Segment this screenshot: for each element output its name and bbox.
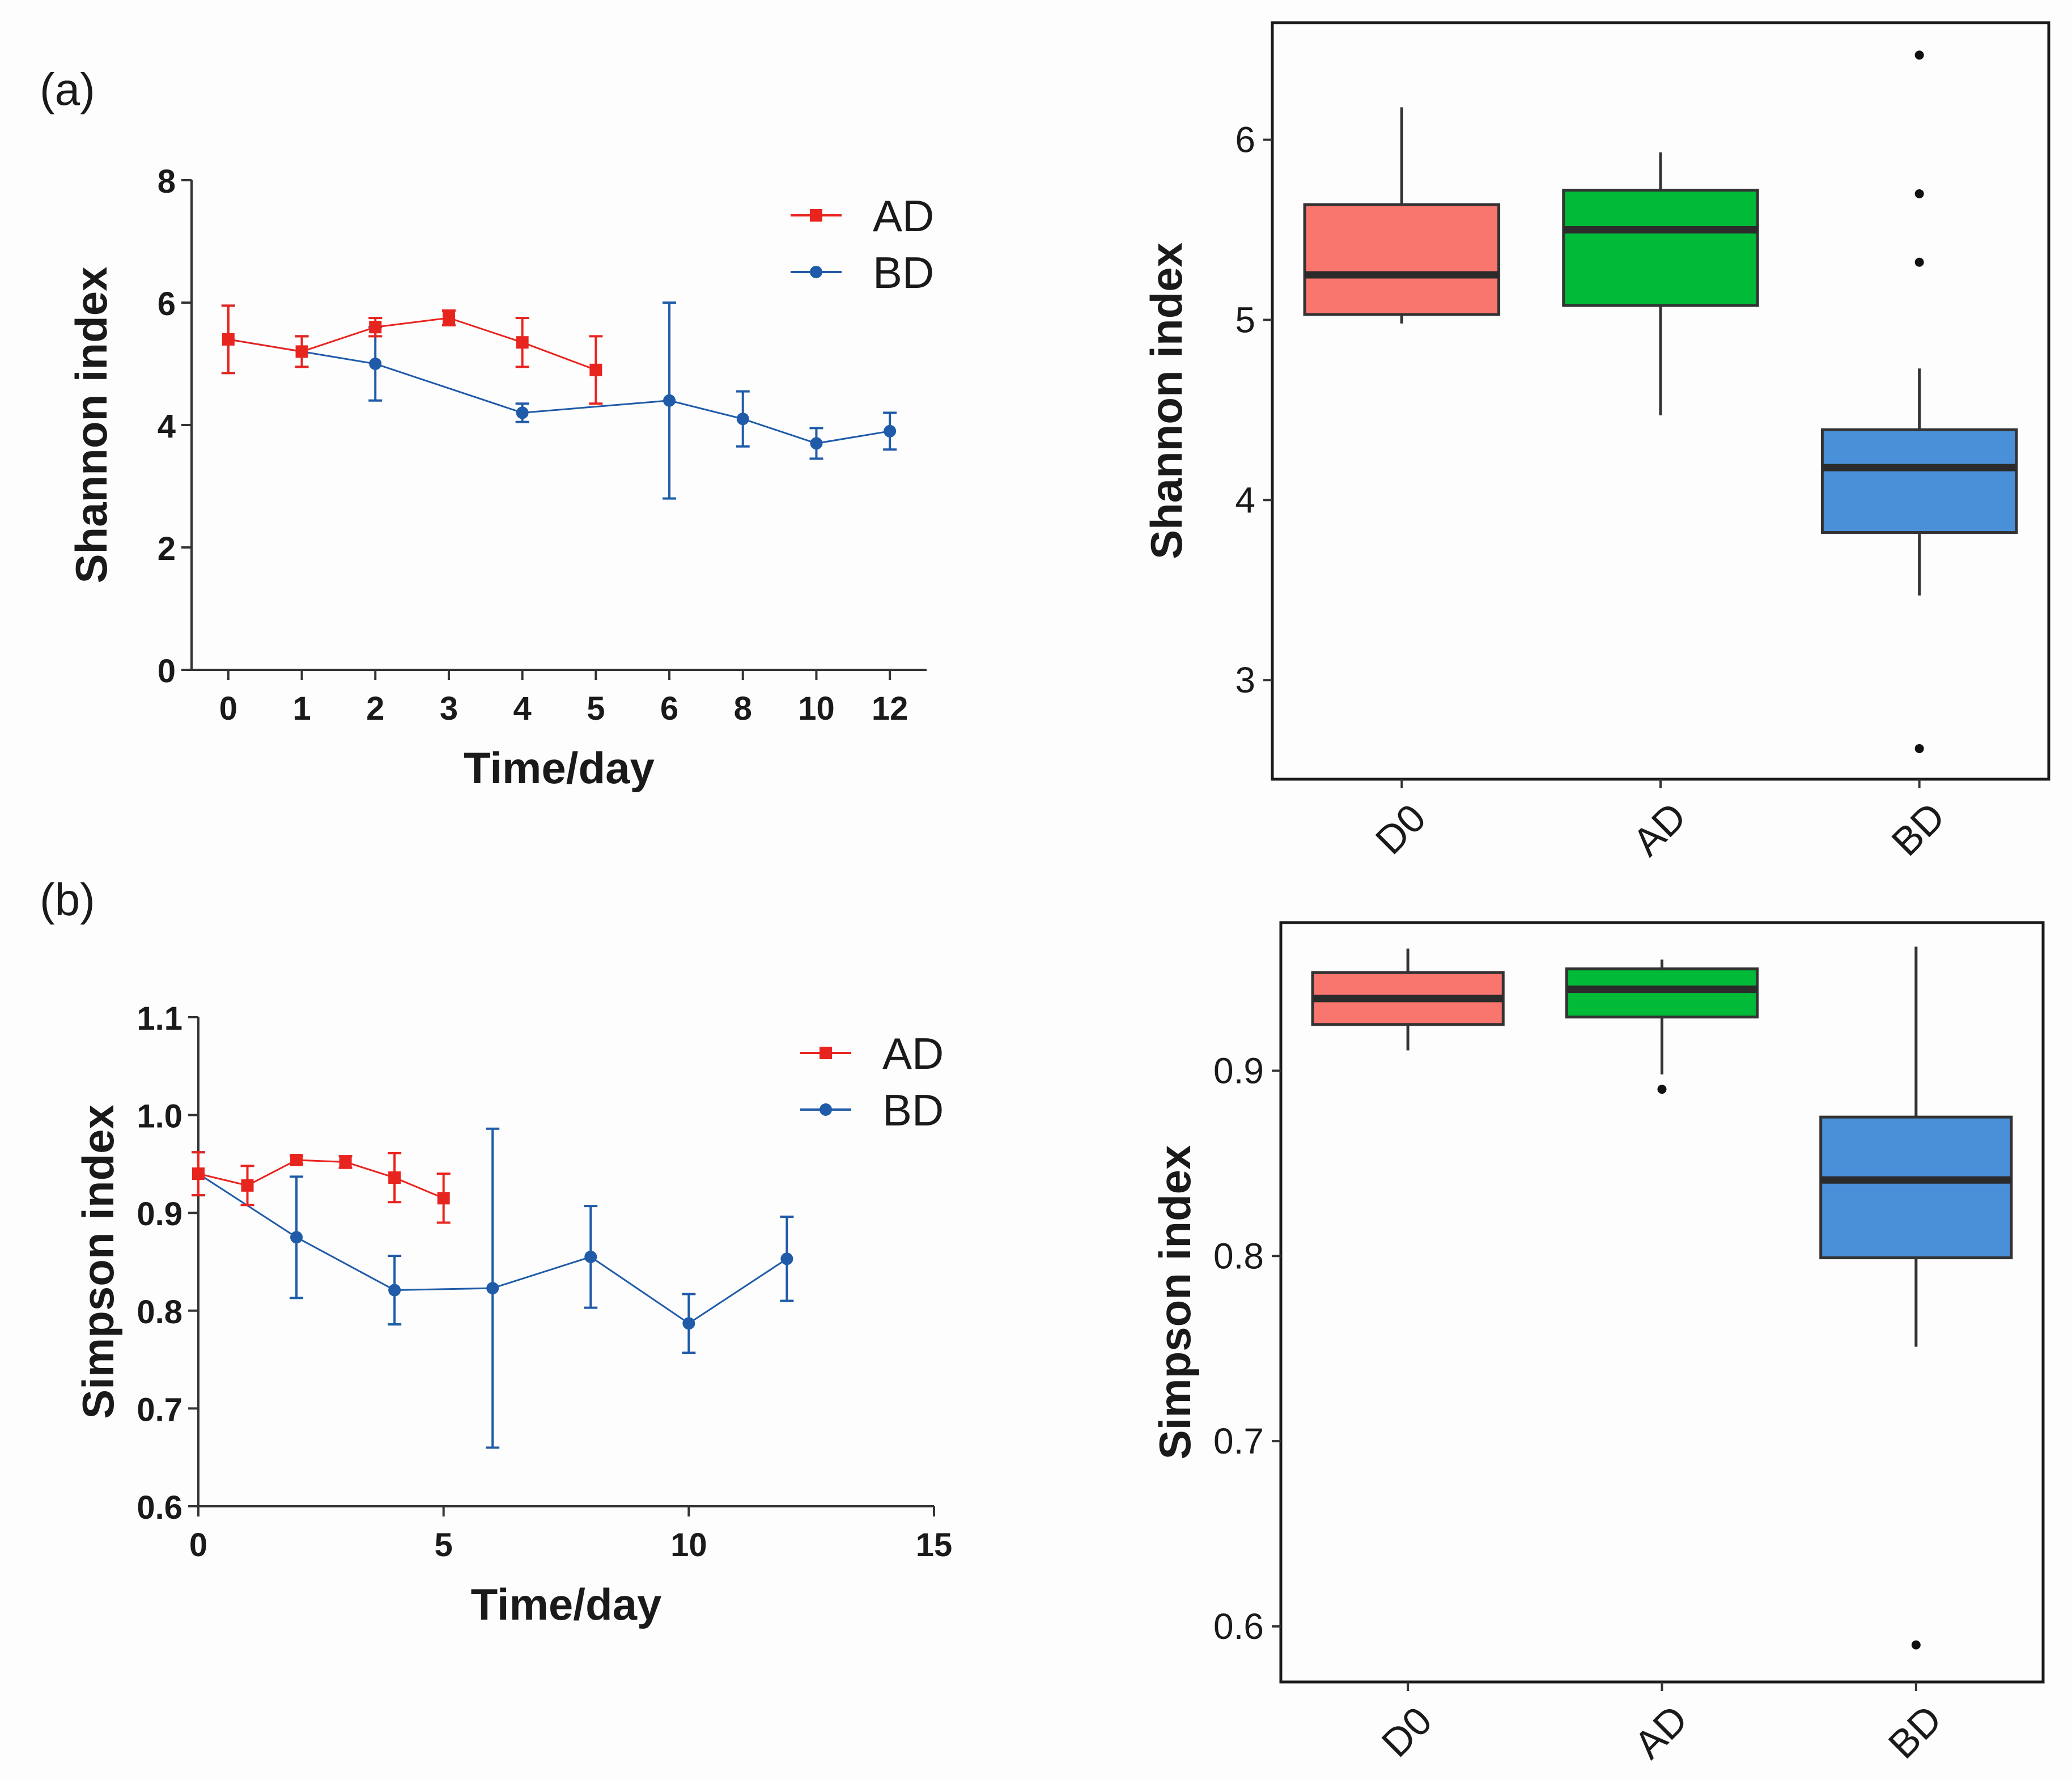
simpson-box-plot: 0.6 0.7 0.8 0.9 Simpson index D0 AD BD [1150,921,2045,1767]
x-tick-label: 5 [587,690,605,727]
x-tick-label: 12 [872,690,908,727]
x-tick-label: 0 [189,1527,207,1564]
outlier-point [1914,50,1924,60]
y-axis-title: Simpson index [73,1104,123,1419]
box-bd [1819,1115,2013,1260]
y-tick-label: 0.8 [137,1294,182,1331]
y-tick-label: 4 [1235,479,1255,520]
x-tick-label: 4 [513,690,532,727]
legend-label-ad: AD [873,191,934,241]
panel-label-b: (b) [40,874,95,925]
data-point-bd [663,394,676,407]
data-point-ad [589,363,602,376]
data-point-bd [290,1231,303,1244]
x-tick-label: 6 [660,690,678,727]
x-axis-title: Time/day [464,743,655,793]
y-tick-label: 0.9 [1213,1050,1264,1091]
outlier-point [1914,257,1924,267]
data-point-bd [884,424,897,437]
outlier-point [1657,1085,1667,1094]
outlier-point [1911,1640,1921,1650]
y-tick-label: 6 [1235,120,1255,160]
x-tick-label: BD [1883,794,1954,864]
y-tick-label: 0 [158,653,176,690]
legend-label-ad: AD [882,1029,944,1078]
simpson-line-chart: 0.6 0.7 0.8 0.9 1.0 1.1 0 5 10 15 Time/day Simpson … [73,1000,952,1629]
x-axis-title: Time/day [471,1579,662,1629]
data-point-bd [584,1250,597,1263]
y-axis-title: Shannon index [66,266,116,583]
y-tick-label: 8 [158,163,176,200]
x-tick-label: D0 [1373,1698,1440,1765]
legend-label-bd: BD [882,1085,944,1135]
y-tick-label: 1.1 [137,1000,182,1037]
data-point-ad [437,1192,450,1205]
box-ad [1565,967,1759,1019]
y-tick-label: 6 [158,286,176,322]
legend-marker-ad [820,1047,832,1059]
x-tick-label: 5 [435,1527,453,1564]
series-line-ad [228,317,596,371]
y-tick-label: 1.0 [137,1098,182,1135]
y-tick-label: 0.9 [137,1196,182,1233]
x-tick-label: 10 [670,1527,707,1564]
legend-marker-ad [810,209,822,222]
data-point-bd [388,1284,401,1297]
y-tick-label: 0.6 [1213,1606,1264,1647]
y-axis-title: Simpson index [1150,1145,1200,1460]
x-tick-label: BD [1880,1697,1950,1767]
data-point-ad [369,321,382,334]
shannon-box-plot: 3 4 5 6 Shannon index D0 AD BD [1141,21,2050,864]
data-point-bd [810,437,823,450]
data-point-bd [780,1252,793,1265]
x-tick-label: 3 [440,690,458,727]
x-tick-label: 8 [734,690,752,727]
data-point-ad [290,1153,303,1166]
outlier-point [1914,744,1924,753]
x-tick-label: 2 [366,690,384,727]
data-point-bd [369,358,382,370]
series-line-ad [198,1159,444,1199]
y-tick-label: 0.7 [1213,1421,1264,1462]
data-point-bd [486,1282,499,1295]
data-point-ad [442,312,455,324]
x-tick-label: 1 [292,690,311,727]
box-ad [1562,189,1759,307]
box-d0 [1303,203,1501,316]
y-tick-label: 0.8 [1213,1235,1264,1276]
series-line-bd [228,338,890,444]
data-point-ad [339,1155,352,1169]
data-point-ad [295,345,308,358]
data-point-ad [222,333,235,346]
y-tick-label: 4 [158,408,176,445]
y-tick-label: 0.6 [137,1489,182,1526]
x-tick-label: 10 [798,690,835,727]
y-tick-label: 0.7 [137,1391,182,1428]
x-tick-label: 0 [219,690,237,727]
data-point-ad [192,1167,205,1180]
data-point-bd [682,1317,695,1330]
y-axis-title: Shannon index [1141,243,1191,559]
y-tick-label: 5 [1235,299,1255,340]
legend-label-bd: BD [873,248,934,298]
legend-marker-bd [810,266,822,278]
legend-marker-bd [820,1103,832,1116]
data-point-ad [516,336,529,349]
x-tick-label: AD [1624,794,1695,864]
y-tick-label: 2 [158,530,176,567]
x-tick-label: D0 [1367,796,1434,863]
data-point-ad [388,1171,401,1184]
x-tick-label: 15 [916,1527,953,1564]
outlier-point [1914,189,1924,198]
data-point-ad [241,1179,254,1192]
data-point-bd [516,406,529,419]
box-bd [1820,428,2018,534]
x-tick-label: AD [1626,1697,1696,1767]
data-point-bd [736,413,749,426]
y-tick-label: 3 [1235,660,1255,700]
panel-label-a: (a) [40,64,95,114]
